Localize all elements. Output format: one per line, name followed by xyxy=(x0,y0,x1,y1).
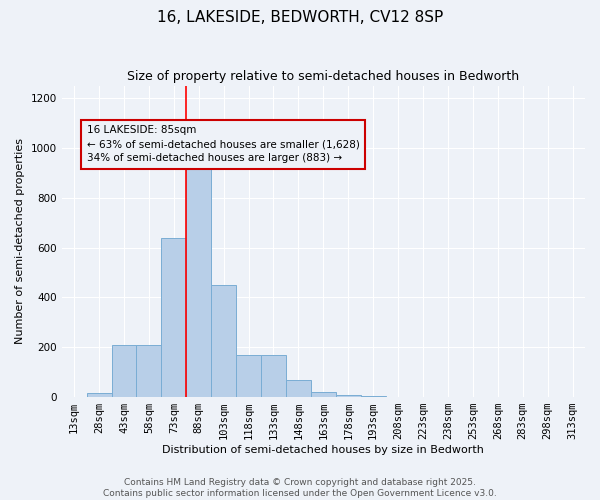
Y-axis label: Number of semi-detached properties: Number of semi-detached properties xyxy=(15,138,25,344)
Bar xyxy=(236,354,261,397)
Bar xyxy=(311,392,336,397)
Bar xyxy=(136,344,161,397)
X-axis label: Distribution of semi-detached houses by size in Bedworth: Distribution of semi-detached houses by … xyxy=(163,445,484,455)
Text: 16, LAKESIDE, BEDWORTH, CV12 8SP: 16, LAKESIDE, BEDWORTH, CV12 8SP xyxy=(157,10,443,25)
Bar xyxy=(336,394,361,397)
Bar xyxy=(86,394,112,397)
Title: Size of property relative to semi-detached houses in Bedworth: Size of property relative to semi-detach… xyxy=(127,70,520,83)
Bar xyxy=(161,238,186,397)
Bar xyxy=(112,344,136,397)
Bar xyxy=(186,148,211,397)
Bar xyxy=(286,380,311,397)
Text: Contains HM Land Registry data © Crown copyright and database right 2025.
Contai: Contains HM Land Registry data © Crown c… xyxy=(103,478,497,498)
Bar xyxy=(211,285,236,397)
Text: 16 LAKESIDE: 85sqm
← 63% of semi-detached houses are smaller (1,628)
34% of semi: 16 LAKESIDE: 85sqm ← 63% of semi-detache… xyxy=(86,126,359,164)
Bar xyxy=(361,396,386,397)
Bar xyxy=(261,354,286,397)
